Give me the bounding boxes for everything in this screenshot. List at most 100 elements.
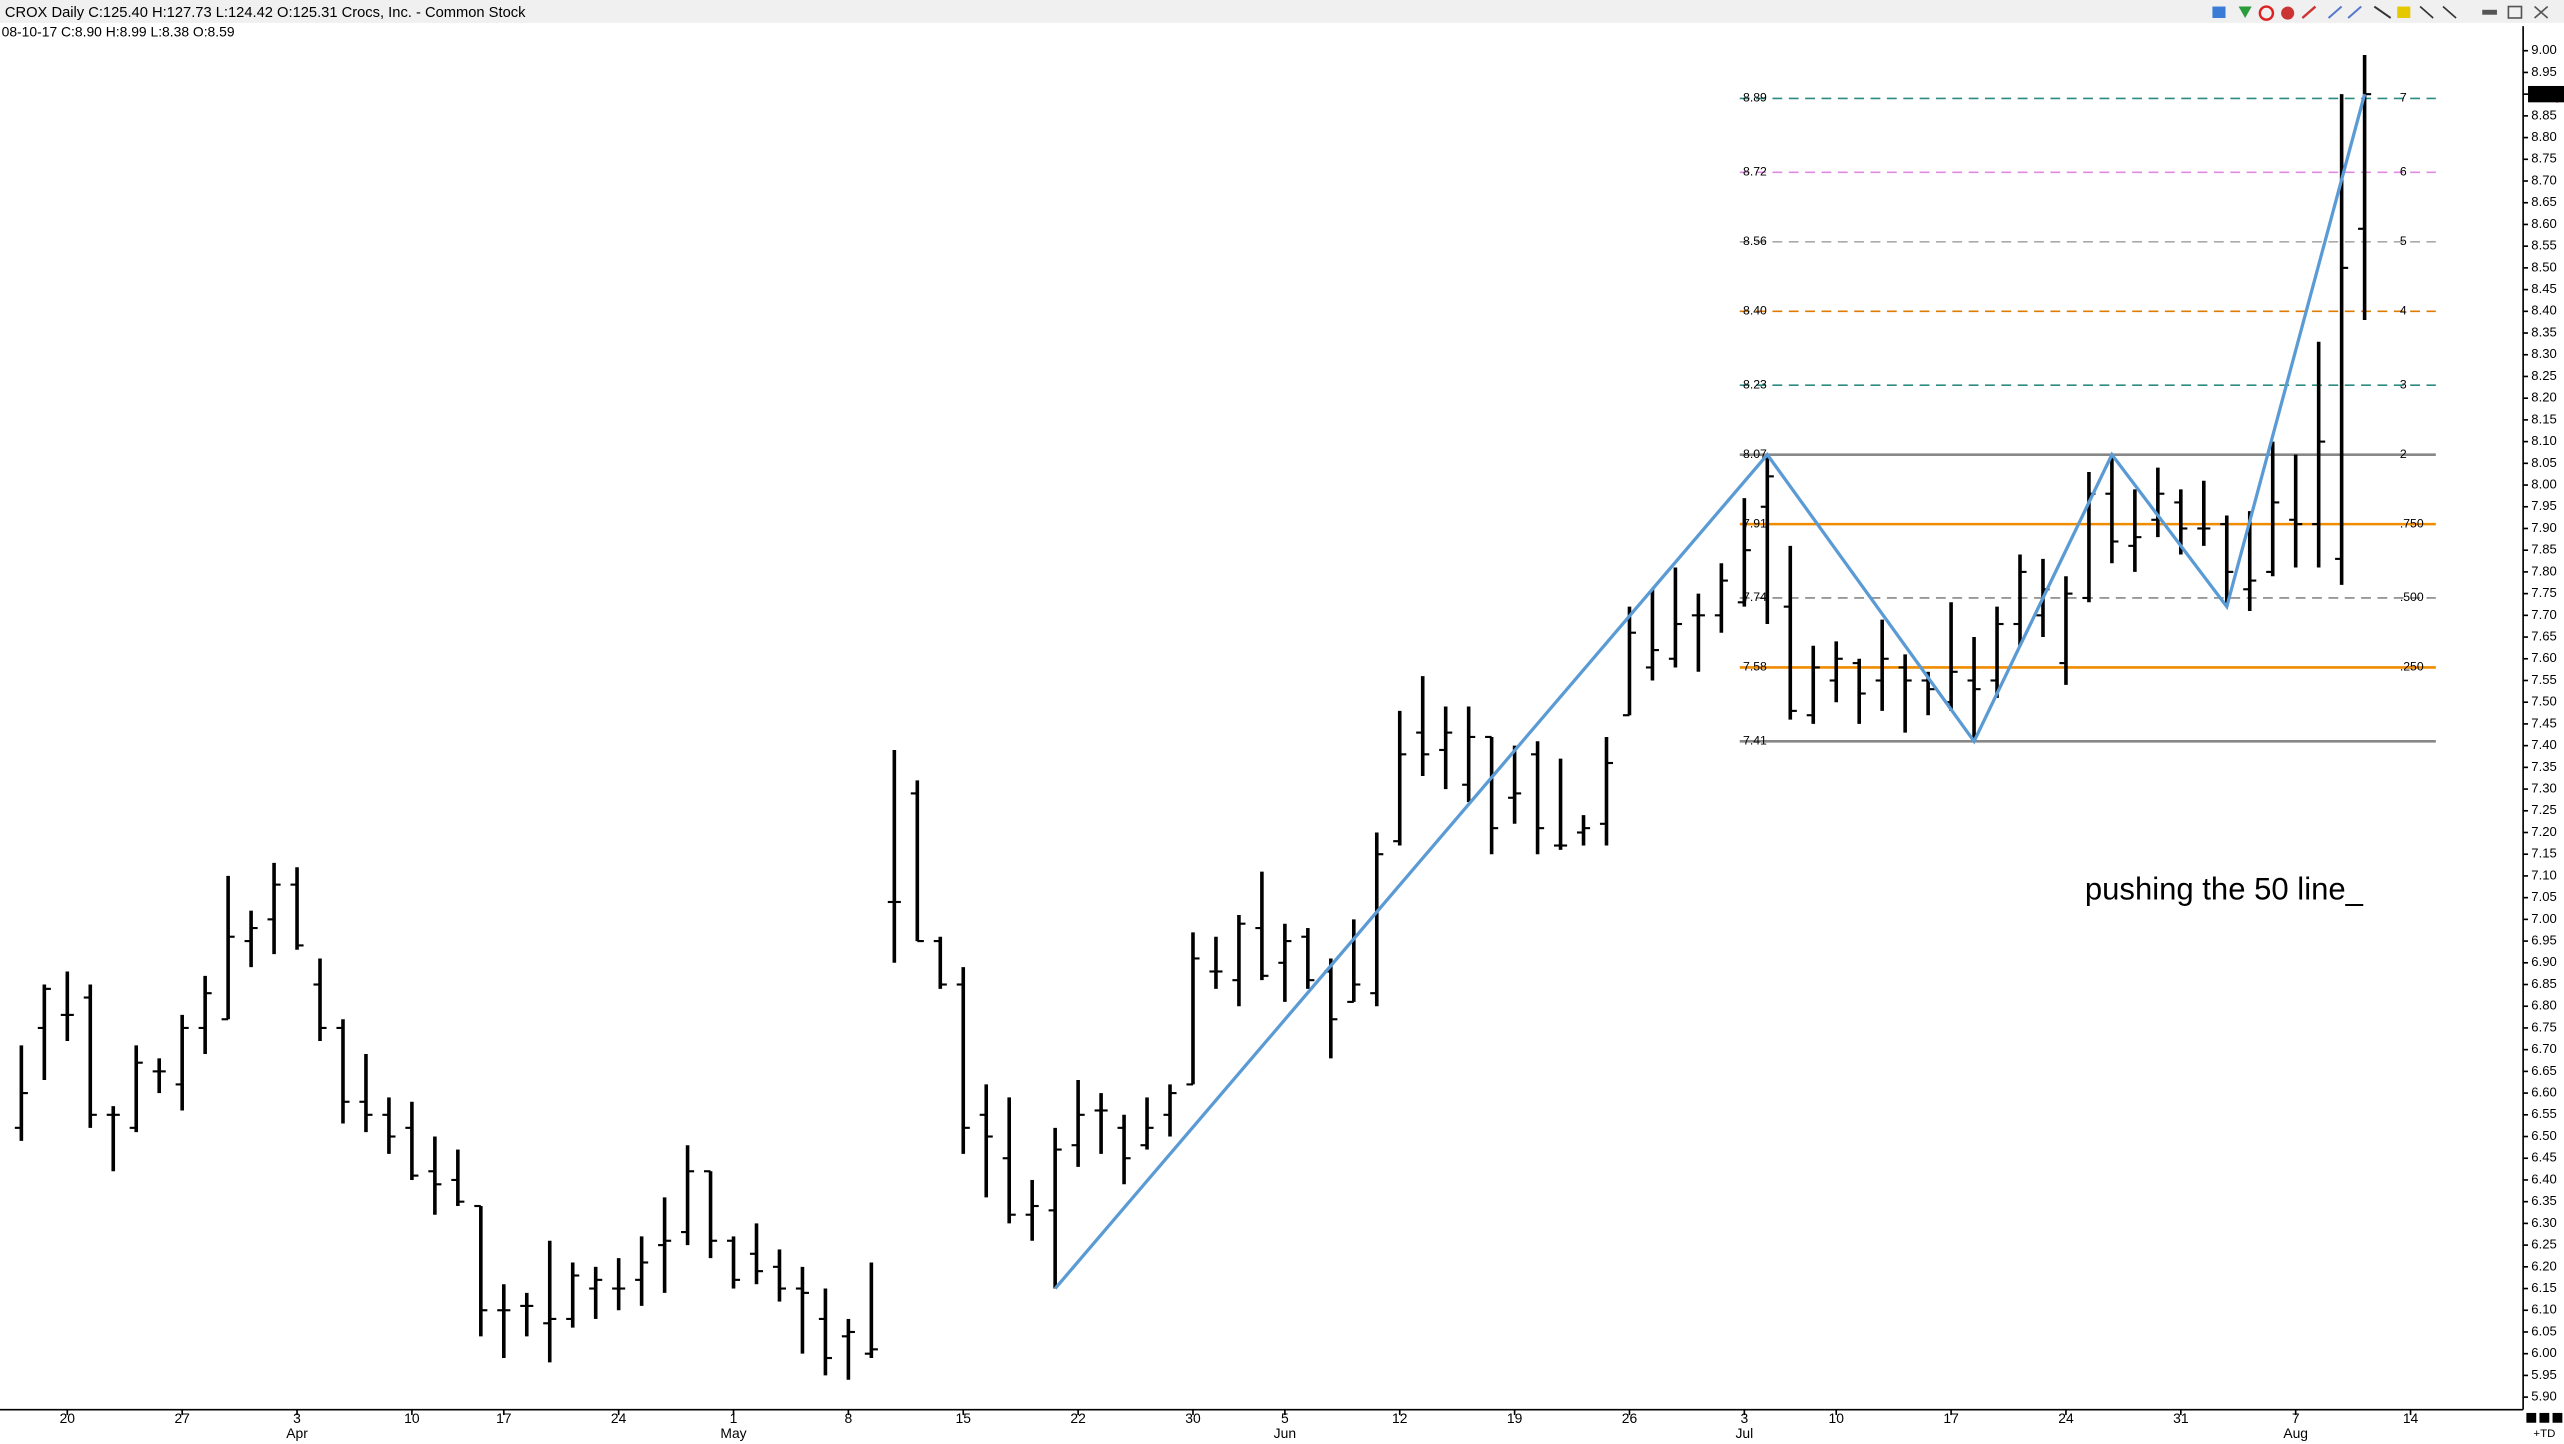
ohlc-bar <box>405 1101 419 1180</box>
ohlc-bar <box>1944 602 1958 711</box>
x-tick-label: 26 <box>1622 1410 1638 1426</box>
ohlc-bar <box>887 749 901 963</box>
tool-icon[interactable] <box>2373 5 2392 19</box>
y-tick-label: 7.30 <box>2531 781 2556 796</box>
ohlc-bar <box>543 1240 557 1363</box>
y-tick-label: 8.65 <box>2531 194 2556 209</box>
ohlc-bar <box>1301 928 1315 989</box>
y-tick-label: 8.00 <box>2531 476 2556 491</box>
ohlc-bar <box>1622 606 1637 717</box>
ohlc-bar <box>795 1266 809 1354</box>
ohlc-bar <box>1875 619 1889 711</box>
tool-icon[interactable] <box>2347 5 2362 19</box>
y-tick-label: 8.10 <box>2531 433 2556 448</box>
fib-right-label: 4 <box>2400 304 2407 318</box>
corner-box <box>2526 1412 2537 1423</box>
y-tick-label: 6.80 <box>2531 998 2556 1013</box>
y-tick-label: 6.70 <box>2531 1041 2556 1056</box>
ohlc-bar <box>129 1045 143 1133</box>
ohlc-bar <box>290 867 304 950</box>
x-tick-label: 5 <box>1281 1410 1289 1426</box>
ohlc-bar <box>2289 454 2303 568</box>
tool-icon[interactable] <box>2327 5 2343 19</box>
fib-right-label: 5 <box>2400 234 2407 248</box>
month-label: May <box>720 1425 746 1441</box>
tool-icon[interactable] <box>2238 6 2252 18</box>
ohlc-bar <box>1967 637 1981 742</box>
ohlc-bar <box>1186 932 1200 1086</box>
x-tick-label: 10 <box>404 1410 420 1426</box>
ohlc-bar <box>2266 441 2280 577</box>
y-tick-label: 8.70 <box>2531 172 2556 187</box>
y-tick-label: 6.35 <box>2531 1193 2556 1208</box>
y-tick-label: 5.90 <box>2531 1389 2556 1404</box>
y-tick-label: 6.30 <box>2531 1215 2556 1230</box>
ohlc-bar <box>2013 554 2027 646</box>
toolbar[interactable] <box>2212 5 2549 21</box>
y-tick-label: 7.80 <box>2531 563 2556 578</box>
tool-icon[interactable] <box>2301 5 2317 19</box>
zigzag-line <box>1053 93 2367 1290</box>
y-tick-label: 6.60 <box>2531 1085 2556 1100</box>
y-tick-label: 6.15 <box>2531 1280 2556 1295</box>
y-tick-label: 7.05 <box>2531 889 2556 904</box>
ohlc-bar <box>612 1258 626 1311</box>
header-bar <box>0 0 2564 23</box>
tool-icon[interactable] <box>2442 5 2457 19</box>
ohlc-bar <box>1737 498 1751 607</box>
y-tick-label: 8.30 <box>2531 346 2556 361</box>
ohlc-bar <box>1508 745 1522 824</box>
y-tick-label: 6.05 <box>2531 1323 2556 1338</box>
ohlc-bar <box>1760 454 1774 625</box>
ohlc-bar <box>1599 736 1614 846</box>
fib-right-label: 6 <box>2400 165 2407 179</box>
y-tick-label: 8.15 <box>2531 411 2556 426</box>
y-tick-label: 8.40 <box>2531 303 2556 318</box>
y-tick-label: 6.10 <box>2531 1302 2556 1317</box>
x-tick-label: 30 <box>1185 1410 1201 1426</box>
ohlc-bar <box>1163 1084 1177 1137</box>
y-tick-label: 8.95 <box>2531 64 2556 79</box>
ohlc-bar <box>2105 454 2119 564</box>
fib-left-label: 8.07 <box>1743 447 1767 461</box>
ohlc-bar <box>2151 467 2165 538</box>
ohlc-bar <box>864 1262 878 1359</box>
fib-left-label: 7.74 <box>1743 590 1767 604</box>
ohlc-bar <box>566 1262 580 1328</box>
y-tick-label: 7.55 <box>2531 672 2556 687</box>
ohlc-bar <box>1806 645 1820 724</box>
y-tick-label: 7.40 <box>2531 737 2556 752</box>
tool-icon[interactable] <box>2482 9 2497 15</box>
tool-icon[interactable] <box>2534 5 2549 19</box>
y-tick-label: 7.45 <box>2531 715 2556 730</box>
x-tick-label: 12 <box>1392 1410 1408 1426</box>
y-tick-label: 8.50 <box>2531 259 2556 274</box>
y-tick-label: 6.00 <box>2531 1345 2556 1360</box>
month-label: Apr <box>286 1425 308 1441</box>
ohlc-bar <box>2128 489 2142 572</box>
y-tick-label: 6.90 <box>2531 954 2556 969</box>
tool-icon[interactable] <box>2258 5 2275 21</box>
ohlc-bar <box>1117 1114 1131 1185</box>
ohlc-bar <box>658 1197 672 1293</box>
tool-icon[interactable] <box>2212 6 2226 18</box>
ohlc-bar <box>497 1284 511 1359</box>
x-tick-label: 17 <box>496 1410 512 1426</box>
x-tick-label: 27 <box>174 1410 190 1426</box>
ohlc-bar <box>267 862 281 955</box>
tool-icon[interactable] <box>2419 5 2434 19</box>
fib-left-label: 7.58 <box>1743 660 1767 674</box>
y-tick-label: 6.45 <box>2531 1150 2556 1165</box>
month-label: Aug <box>2283 1425 2308 1441</box>
x-tick-label: 14 <box>2403 1410 2419 1426</box>
month-label: Jun <box>1274 1425 1296 1441</box>
corner-box <box>2539 1412 2550 1423</box>
tool-icon[interactable] <box>2507 5 2523 19</box>
y-tick-label: 7.50 <box>2531 694 2556 709</box>
tool-icon[interactable] <box>2397 6 2411 18</box>
tool-icon[interactable] <box>2281 6 2295 20</box>
fib-right-label: 7 <box>2400 91 2407 105</box>
x-tick-label: 22 <box>1070 1410 1086 1426</box>
fib-left-label: 7.41 <box>1743 734 1767 748</box>
